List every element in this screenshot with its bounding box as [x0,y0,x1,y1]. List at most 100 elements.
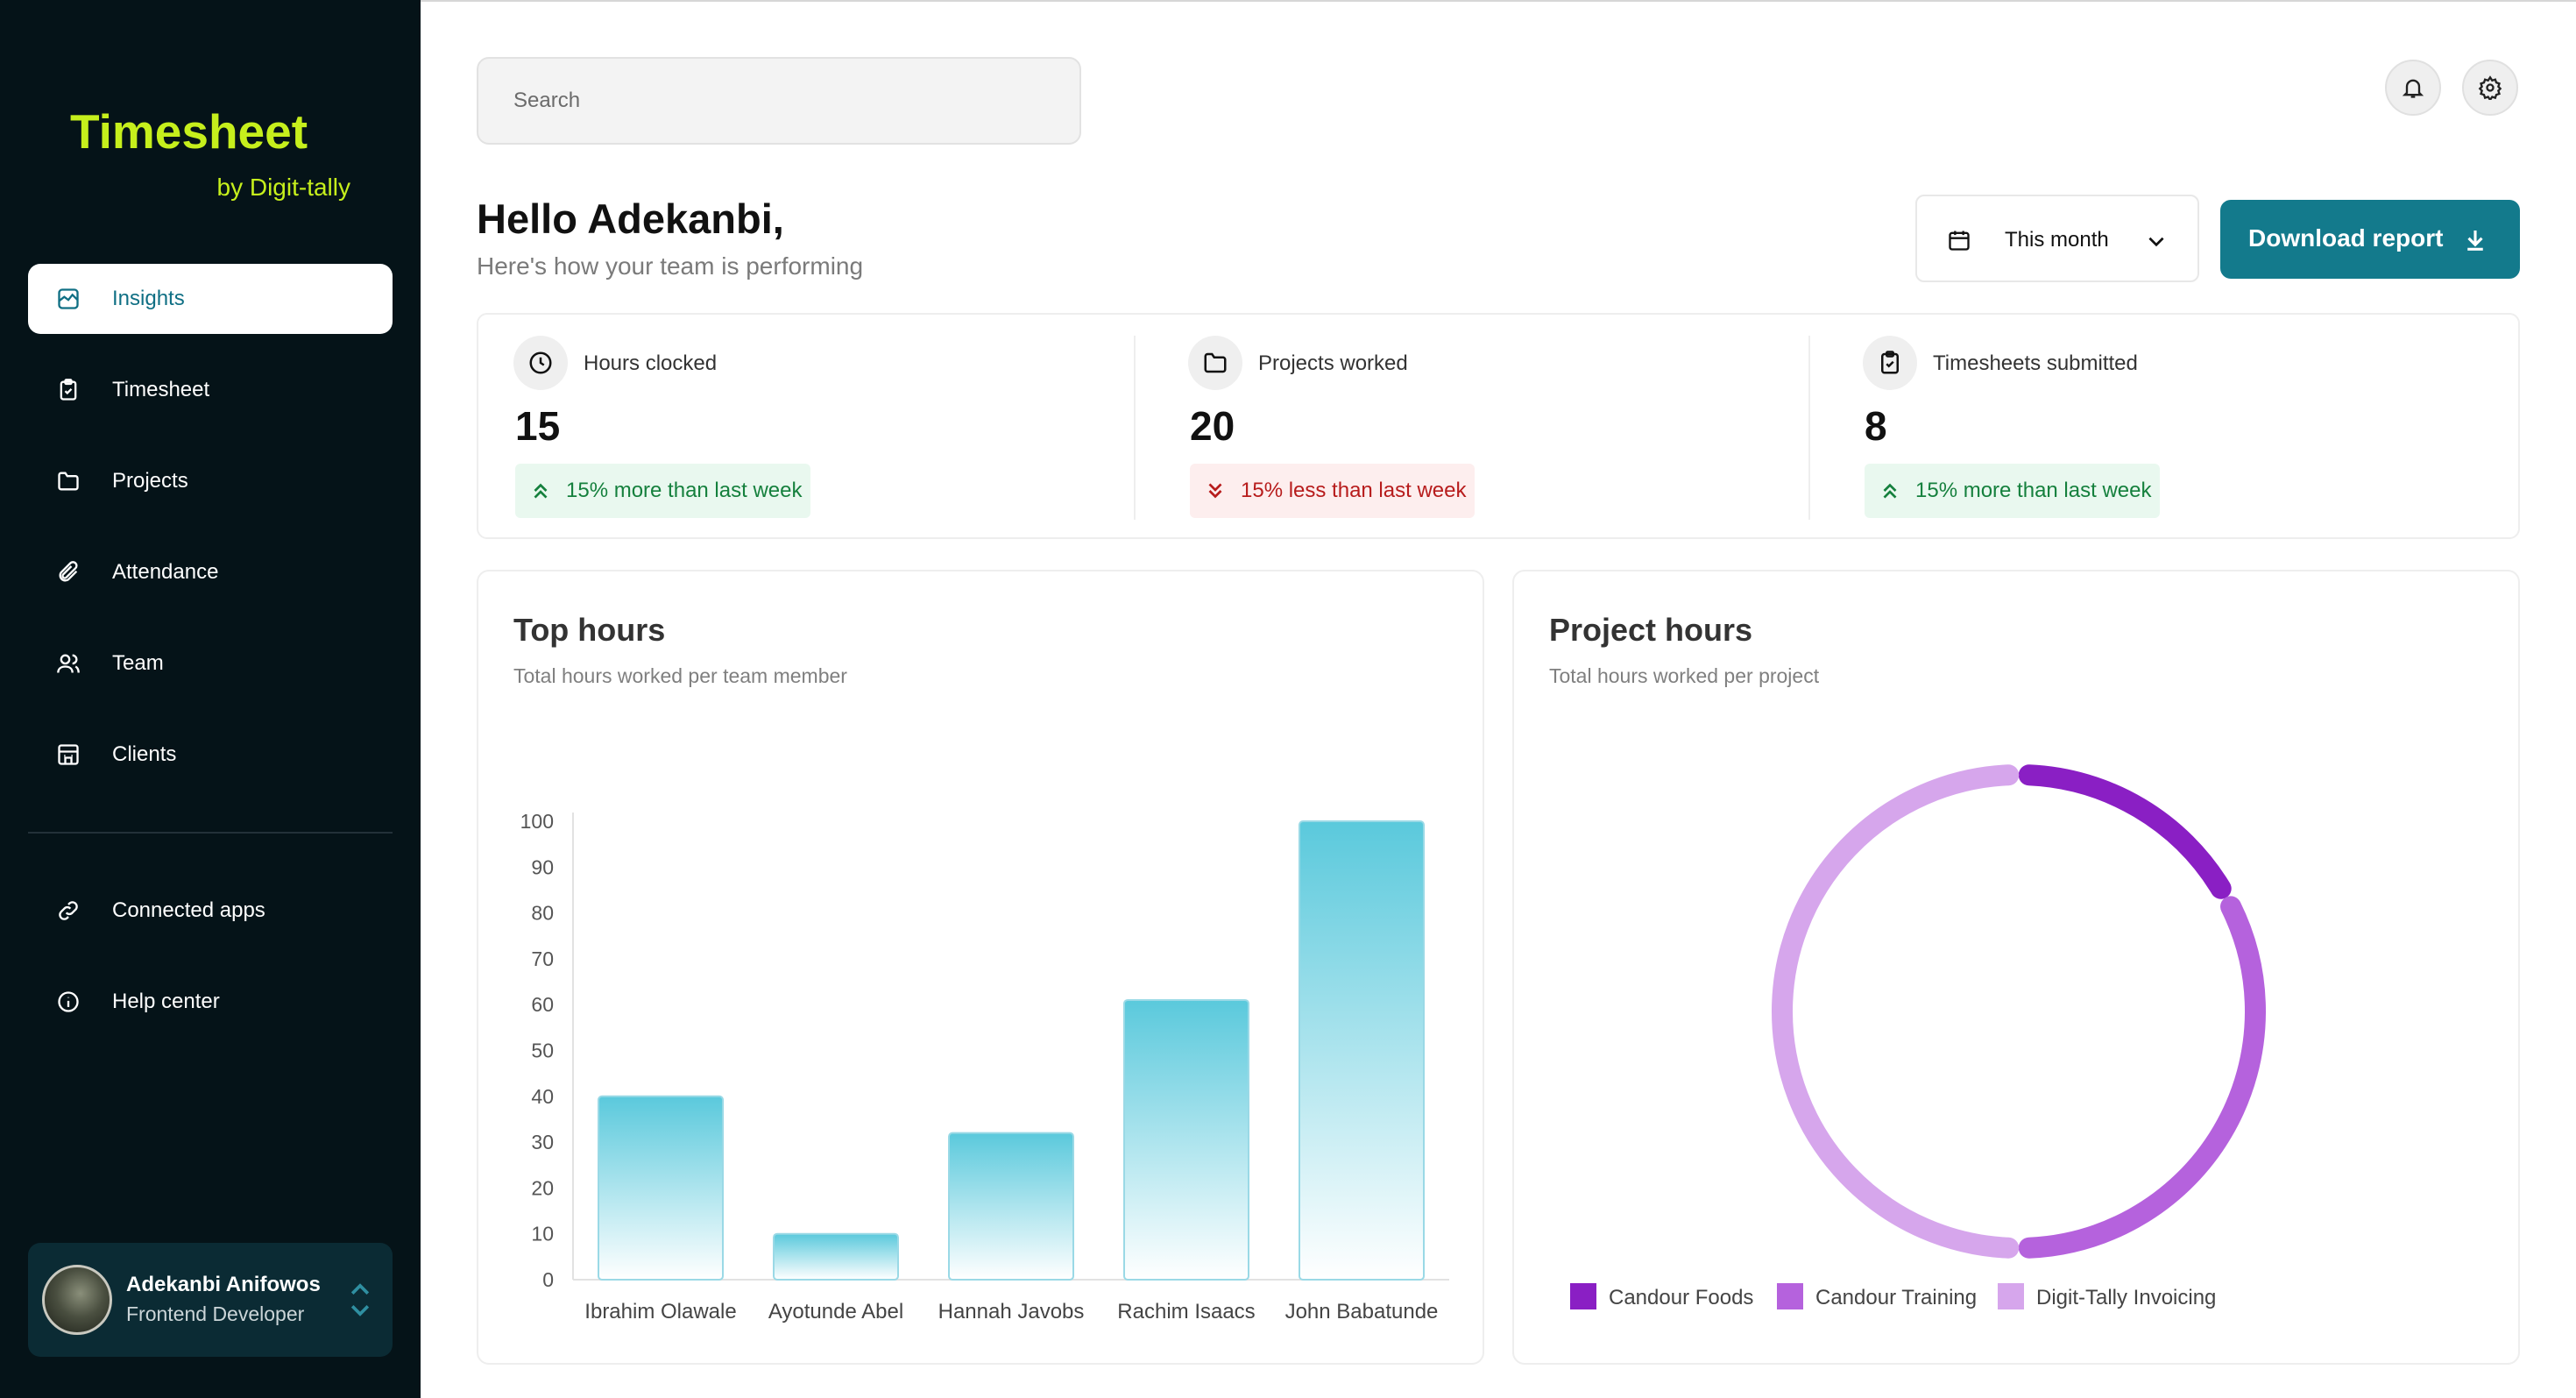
stat-hours-clocked: Hours clocked 15 15% more than last week [478,315,1153,537]
chart-image-icon [58,288,79,309]
x-tick-label: Ibrahim Olawale [584,1300,736,1323]
x-tick-label: John Babatunde [1285,1300,1439,1323]
sidebar-item-label: Clients [112,742,177,766]
card-subtitle: Total hours worked per team member [513,664,847,687]
trend-text: 15% less than last week [1241,479,1467,502]
sidebar-item-clients[interactable]: Clients [28,720,393,790]
avatar [42,1265,112,1335]
pie-slice[interactable] [1772,764,2020,1259]
gear-icon [2478,75,2502,100]
trend-badge: 15% more than last week [1865,464,2161,518]
sidebar-item-label: Team [112,651,164,675]
legend-label: Digit-Tally Invoicing [2036,1286,2216,1309]
period-select-value: This month [2005,228,2109,252]
y-tick-label: 20 [531,1176,554,1199]
clipboard-check-icon [60,379,77,401]
trend-badge: 15% more than last week [515,464,811,518]
legend-swatch [1777,1283,1803,1309]
x-tick-label: Rachim Isaacs [1117,1300,1255,1323]
page-subtitle: Here's how your team is performing [477,252,864,280]
settings-button[interactable] [2462,60,2518,116]
sidebar-item-label: Projects [112,469,188,493]
card-title: Project hours [1549,612,1753,648]
sidebar-item-label: Timesheet [112,378,210,401]
legend-swatch [1570,1283,1596,1309]
sidebar-item-connected-apps[interactable]: Connected apps [28,876,393,946]
stat-timesheets-submitted: Timesheets submitted 8 15% more than las… [1828,315,2502,537]
search-input[interactable]: Search [477,57,1081,145]
period-select[interactable]: This month [1915,195,2199,282]
card-subtitle: Total hours worked per project [1549,664,1820,687]
trend-text: 15% more than last week [566,479,803,502]
x-tick-label: Hannah Javobs [938,1300,1085,1323]
y-tick-label: 40 [531,1085,554,1108]
project-hours-chart: Candour Foods Candour Training Digit-Tally… [1570,764,2266,1309]
notifications-button[interactable] [2385,60,2441,116]
sidebar-item-insights[interactable]: Insights [28,264,393,334]
folder-icon [1204,352,1227,373]
legend-swatch [1998,1283,2024,1309]
legend-label: Candour Foods [1609,1286,1753,1309]
sidebar-item-projects[interactable]: Projects [28,446,393,516]
chevron-down-icon [2148,237,2164,247]
trend-badge: 15% less than last week [1190,464,1476,518]
top-border [421,0,2576,2]
users-icon [57,654,80,673]
bar[interactable] [1299,820,1425,1281]
top-hours-card: Top hours Total hours worked per team me… [477,570,1484,1365]
y-tick-label: 10 [531,1223,554,1245]
download-report-label: Download report [2248,224,2444,252]
pie-slice[interactable] [2018,764,2232,899]
info-icon [58,991,79,1012]
bar[interactable] [773,1232,899,1281]
bar[interactable] [598,1095,724,1281]
page-title: Hello Adekanbi, [477,195,784,242]
building-icon [58,744,79,765]
sidebar-item-label: Insights [112,287,185,310]
chevrons-down-icon [1208,483,1222,499]
sidebar-item-help-center[interactable]: Help center [28,967,393,1037]
user-switcher[interactable]: Adekanbi Anifowos Frontend Developer [28,1243,393,1357]
stat-divider [1134,336,1136,520]
sidebar-item-label: Connected apps [112,898,265,922]
sidebar-divider [28,832,393,834]
sidebar-item-timesheet[interactable]: Timesheet [28,355,393,425]
download-icon [2467,231,2483,251]
stats-panel: Hours clocked 15 15% more than last week… [477,313,2520,539]
stat-divider [1808,336,1810,520]
folder-icon [58,472,79,491]
x-tick-label: Ayotunde Abel [768,1300,903,1323]
bar[interactable] [1123,998,1249,1281]
stat-value: 8 [1865,403,1887,449]
sidebar-item-attendance[interactable]: Attendance [28,537,393,607]
user-role: Frontend Developer [126,1302,305,1325]
chevron-up-down-icon [350,1283,370,1316]
download-report-button[interactable]: Download report [2220,200,2520,279]
folder-icon-wrap [1188,336,1242,390]
sidebar-item-label: Attendance [112,560,219,584]
brand-subtitle: by Digit-tally [216,174,350,201]
clock-icon-wrap [513,336,568,390]
chevrons-up-icon [534,483,548,499]
sidebar: Timesheet by Digit-tally Insights Timesh… [0,0,421,1398]
stat-label: Timesheets submitted [1933,351,2138,375]
stat-label: Hours clocked [584,351,718,375]
y-tick-label: 70 [531,947,554,970]
clipboard-icon-wrap [1863,336,1917,390]
card-title: Top hours [513,612,666,648]
sidebar-item-label: Help center [112,990,220,1013]
clock-icon [529,351,552,374]
y-tick-label: 80 [531,902,554,925]
clipboard-check-icon [1881,351,1899,374]
stat-projects-worked: Projects worked 20 15% less than last we… [1153,315,1828,537]
pie-slice[interactable] [2018,896,2266,1259]
trend-text: 15% more than last week [1915,479,2152,502]
bar[interactable] [948,1132,1074,1281]
sidebar-item-team[interactable]: Team [28,628,393,699]
legend-label: Candour Training [1815,1286,1977,1309]
y-tick-label: 100 [520,810,554,833]
y-tick-label: 30 [531,1131,554,1153]
y-tick-label: 0 [542,1268,554,1291]
stat-value: 15 [515,403,561,449]
chevrons-up-icon [1883,483,1897,499]
